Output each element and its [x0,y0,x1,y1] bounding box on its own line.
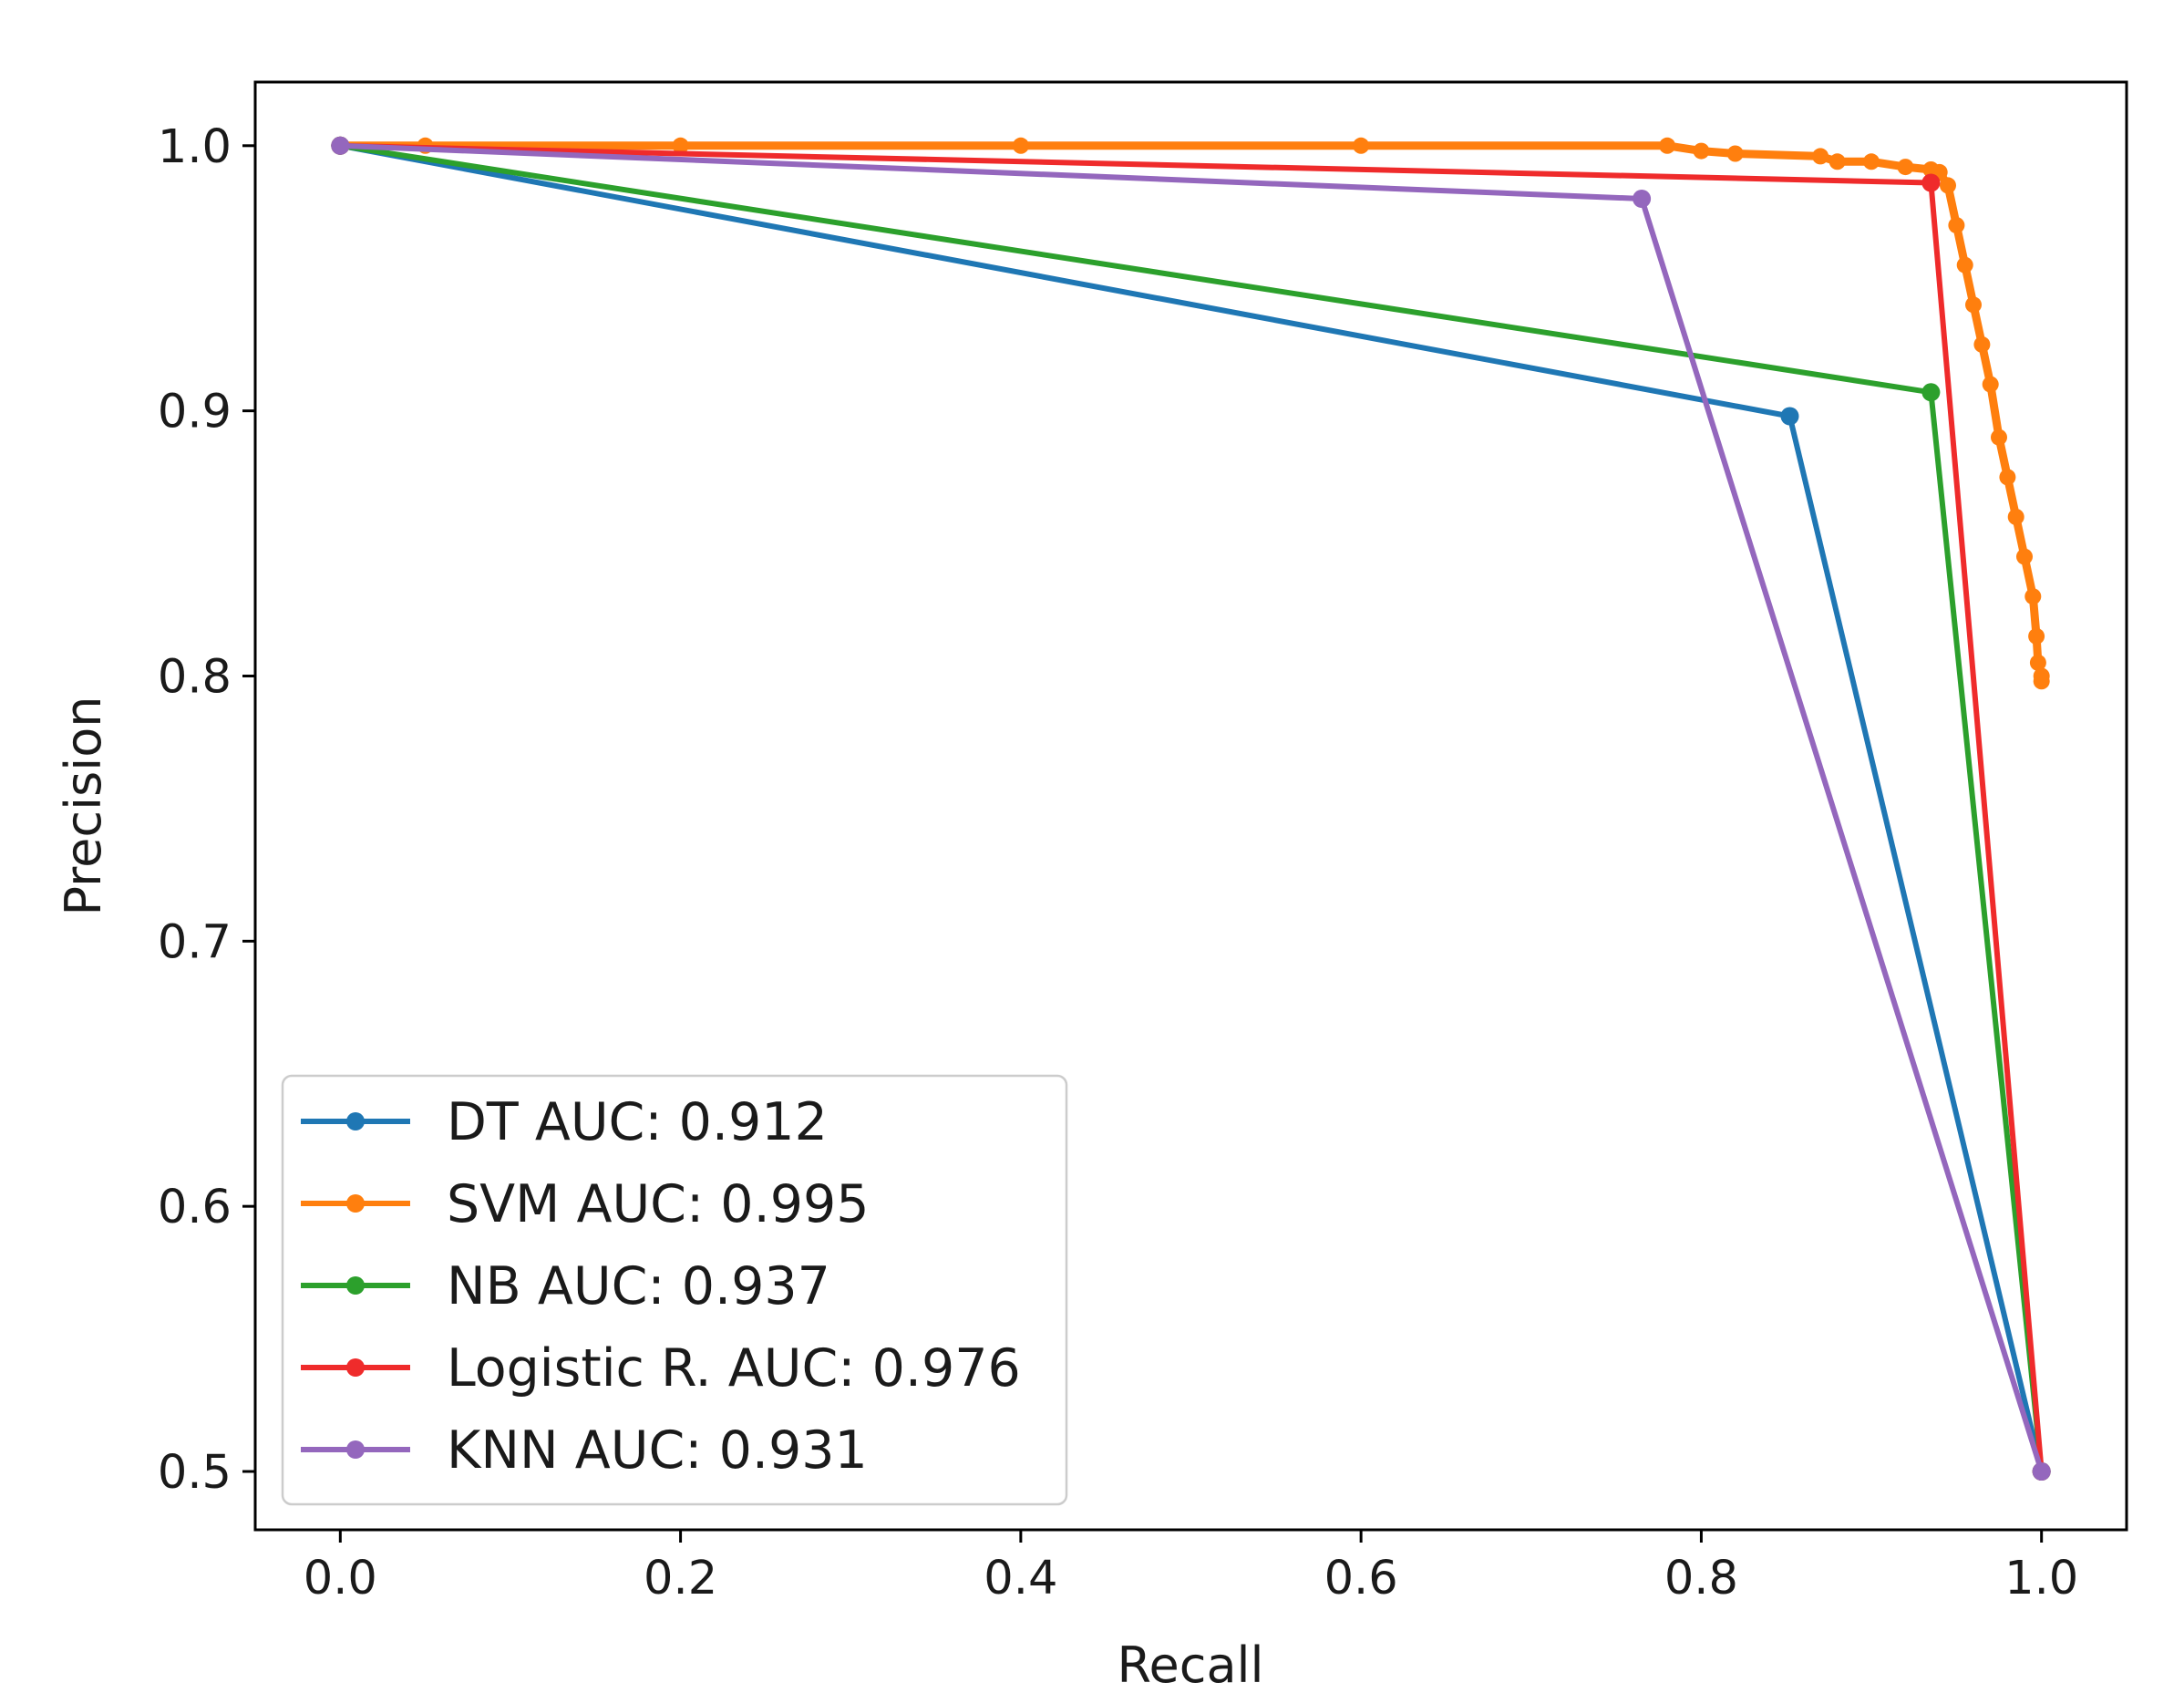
data-point [2024,588,2042,605]
x-tick-label: 0.6 [1324,1552,1398,1605]
data-point [1726,145,1744,162]
data-point [2028,627,2045,645]
data-point [1863,153,1880,170]
legend-entry: DT AUC: 0.912 [301,1092,828,1152]
data-point [1956,256,1973,274]
series-4 [331,136,2051,1481]
legend-entry: KNN AUC: 0.931 [301,1420,868,1481]
data-point [2033,673,2050,690]
legend-marker [346,1112,365,1130]
legend: DT AUC: 0.912 SVM AUC: 0.995 NB AUC: 0.937… [281,1074,1068,1506]
data-point [672,137,689,154]
data-point [2029,654,2046,671]
plot-series-layer [331,136,2051,1481]
x-axis-title: Recall [1117,1636,1263,1693]
data-point [1633,190,1652,208]
x-tick-label: 0.8 [1664,1552,1738,1605]
data-point [1812,148,1829,165]
legend-marker [346,1440,365,1459]
data-point [1948,217,1965,234]
y-tick-label: 0.5 [158,1446,232,1500]
legend-entry: NB AUC: 0.937 [301,1256,830,1316]
data-point [2007,509,2024,525]
data-point [1973,336,1991,353]
data-point [1353,137,1370,154]
legend-label: Logistic R. AUC: 0.976 [447,1338,1021,1399]
data-point [331,136,350,155]
legend-label: KNN AUC: 0.931 [447,1420,868,1481]
data-point [1012,137,1029,154]
legend-marker [346,1194,365,1213]
legend-box [281,1074,1068,1506]
y-axis-title: Precision [55,697,112,916]
data-point [1965,296,1982,314]
data-point [1940,177,1956,194]
y-tick-label: 0.6 [158,1181,232,1234]
y-tick-label: 0.7 [158,915,232,969]
x-axis-ticks: 0.0 0.2 0.4 0.6 0.8 1.0 [304,1530,2078,1605]
data-point [1780,407,1799,426]
legend-entry: SVM AUC: 0.995 [301,1174,870,1234]
legend-label: DT AUC: 0.912 [447,1092,828,1152]
legend-marker [346,1358,365,1377]
legend-label: NB AUC: 0.937 [447,1256,830,1316]
plot-area-frame [253,80,2128,1532]
data-point [1921,173,1941,192]
y-tick-label: 0.8 [158,650,232,704]
y-axis-ticks: 0.5 0.6 0.7 0.8 0.9 1.0 [158,120,255,1500]
data-point [1659,137,1676,154]
y-tick-label: 1.0 [158,120,232,174]
data-point [1982,376,1999,393]
x-tick-label: 0.0 [304,1552,377,1605]
legend-label: SVM AUC: 0.995 [447,1174,870,1234]
data-point [2016,548,2033,565]
legend-entry: Logistic R. AUC: 0.976 [301,1338,1021,1399]
y-tick-label: 0.9 [158,386,232,439]
legend-marker [346,1276,365,1295]
data-point [1999,469,2016,486]
data-point [1829,153,1846,170]
data-point [1693,142,1710,160]
data-point [1921,383,1941,402]
x-tick-label: 1.0 [2004,1552,2078,1605]
x-tick-label: 0.4 [984,1552,1057,1605]
data-point [2032,1462,2051,1481]
data-point [1897,159,1914,176]
x-tick-label: 0.2 [644,1552,717,1605]
data-point [1991,428,2007,446]
